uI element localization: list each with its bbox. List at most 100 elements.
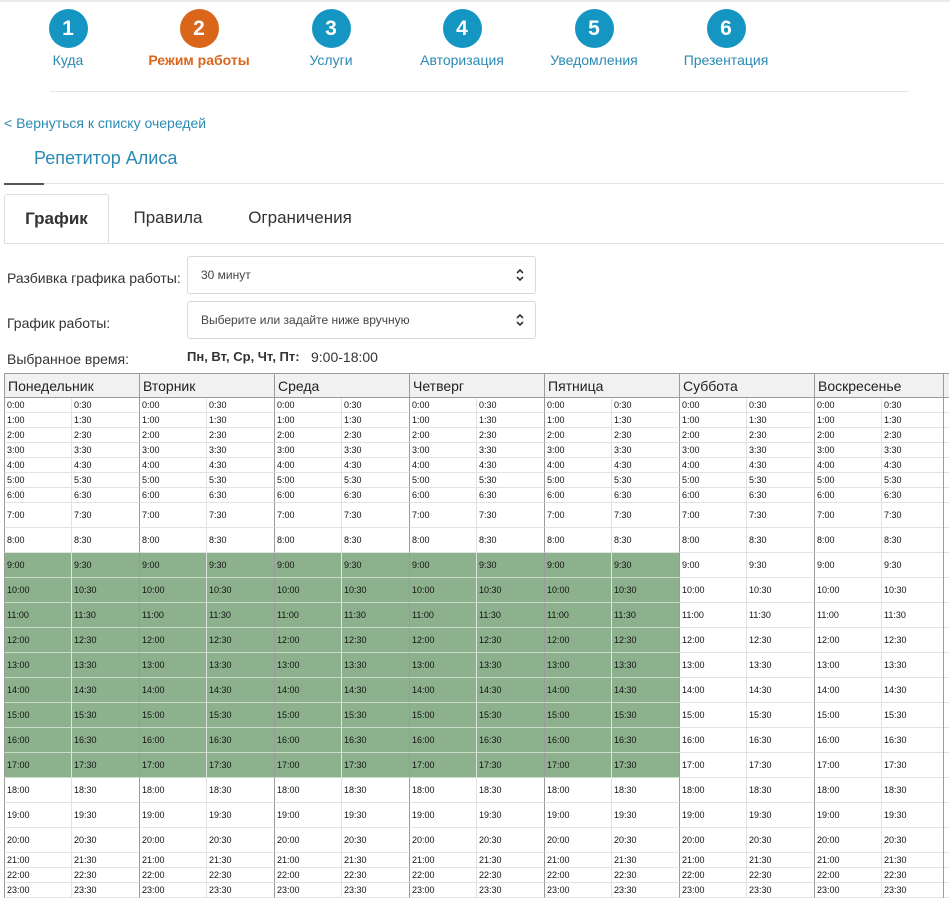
time-slot[interactable]: 3:00 (814, 443, 881, 458)
time-slot[interactable]: 14:00 (274, 678, 341, 703)
time-slot[interactable]: 8:30 (206, 528, 274, 553)
time-slot[interactable]: 4:00 (544, 458, 611, 473)
time-slot[interactable]: 12:30 (71, 628, 139, 653)
time-slot[interactable]: 2:00 (409, 428, 476, 443)
time-slot[interactable]: 23:30 (71, 883, 139, 898)
time-slot[interactable]: 13:00 (679, 653, 746, 678)
time-slot[interactable]: 2:00 (274, 428, 341, 443)
time-slot[interactable]: 1:00 (679, 413, 746, 428)
time-slot[interactable]: 23:30 (881, 883, 949, 898)
day-header[interactable]: Пятница (544, 373, 679, 398)
time-slot[interactable]: 8:00 (814, 528, 881, 553)
time-slot[interactable]: 1:00 (274, 413, 341, 428)
time-slot[interactable]: 21:30 (341, 853, 409, 868)
time-slot[interactable]: 1:00 (814, 413, 881, 428)
time-slot[interactable]: 3:30 (476, 443, 544, 458)
split-select[interactable]: 30 минут (187, 256, 536, 294)
time-slot[interactable]: 13:30 (476, 653, 544, 678)
time-slot[interactable]: 10:00 (4, 578, 71, 603)
time-slot[interactable]: 4:00 (814, 458, 881, 473)
tab-rules[interactable]: Правила (133, 208, 203, 227)
time-slot[interactable]: 12:00 (679, 628, 746, 653)
time-slot[interactable]: 3:00 (544, 443, 611, 458)
time-slot[interactable]: 13:00 (544, 653, 611, 678)
time-slot[interactable]: 22:30 (71, 868, 139, 883)
step-work-mode[interactable]: 2 Режим работы (139, 9, 259, 68)
time-slot[interactable]: 15:00 (139, 703, 206, 728)
time-slot[interactable]: 2:30 (746, 428, 814, 443)
time-slot[interactable]: 15:00 (4, 703, 71, 728)
time-slot[interactable]: 18:00 (4, 778, 71, 803)
time-slot[interactable]: 16:30 (71, 728, 139, 753)
time-slot[interactable]: 7:00 (409, 503, 476, 528)
time-slot[interactable]: 0:30 (206, 398, 274, 413)
time-slot[interactable]: 22:30 (206, 868, 274, 883)
time-slot[interactable]: 15:30 (611, 703, 679, 728)
tab-restrictions[interactable]: Ограничения (248, 208, 352, 227)
time-slot[interactable]: 23:00 (4, 883, 71, 898)
time-slot[interactable]: 16:00 (409, 728, 476, 753)
time-slot[interactable]: 2:00 (139, 428, 206, 443)
time-slot[interactable]: 16:30 (881, 728, 949, 753)
time-slot[interactable]: 10:30 (71, 578, 139, 603)
time-slot[interactable]: 2:30 (206, 428, 274, 443)
time-slot[interactable]: 9:00 (409, 553, 476, 578)
time-slot[interactable]: 15:30 (341, 703, 409, 728)
time-slot[interactable]: 6:00 (4, 488, 71, 503)
time-slot[interactable]: 6:00 (679, 488, 746, 503)
time-slot[interactable]: 8:30 (71, 528, 139, 553)
time-slot[interactable]: 11:30 (881, 603, 949, 628)
time-slot[interactable]: 15:30 (71, 703, 139, 728)
time-slot[interactable]: 15:30 (476, 703, 544, 728)
time-slot[interactable]: 6:00 (409, 488, 476, 503)
back-to-queues-link[interactable]: < Вернуться к списку очередей (4, 115, 207, 131)
step-notifications[interactable]: 5 Уведомления (534, 9, 654, 68)
time-slot[interactable]: 4:30 (341, 458, 409, 473)
step-authorization[interactable]: 4 Авторизация (402, 9, 522, 68)
time-slot[interactable]: 22:30 (341, 868, 409, 883)
time-slot[interactable]: 22:30 (611, 868, 679, 883)
time-slot[interactable]: 16:30 (341, 728, 409, 753)
time-slot[interactable]: 0:00 (679, 398, 746, 413)
time-slot[interactable]: 19:30 (476, 803, 544, 828)
time-slot[interactable]: 23:30 (746, 883, 814, 898)
step-services[interactable]: 3 Услуги (271, 9, 391, 68)
time-slot[interactable]: 5:30 (341, 473, 409, 488)
time-slot[interactable]: 18:30 (206, 778, 274, 803)
time-slot[interactable]: 22:00 (274, 868, 341, 883)
time-slot[interactable]: 14:30 (71, 678, 139, 703)
time-slot[interactable]: 22:00 (814, 868, 881, 883)
day-header[interactable]: Четверг (409, 373, 544, 398)
time-slot[interactable]: 18:00 (814, 778, 881, 803)
time-slot[interactable]: 21:00 (544, 853, 611, 868)
time-slot[interactable]: 21:30 (611, 853, 679, 868)
time-slot[interactable]: 10:00 (814, 578, 881, 603)
time-slot[interactable]: 8:30 (341, 528, 409, 553)
time-slot[interactable]: 16:30 (611, 728, 679, 753)
time-slot[interactable]: 10:30 (746, 578, 814, 603)
time-slot[interactable]: 9:00 (139, 553, 206, 578)
time-slot[interactable]: 17:00 (679, 753, 746, 778)
time-slot[interactable]: 12:30 (746, 628, 814, 653)
time-slot[interactable]: 20:30 (746, 828, 814, 853)
time-slot[interactable]: 19:00 (139, 803, 206, 828)
time-slot[interactable]: 9:30 (341, 553, 409, 578)
time-slot[interactable]: 4:00 (139, 458, 206, 473)
time-slot[interactable]: 21:00 (139, 853, 206, 868)
time-slot[interactable]: 5:00 (409, 473, 476, 488)
time-slot[interactable]: 17:30 (611, 753, 679, 778)
time-slot[interactable]: 4:00 (679, 458, 746, 473)
time-slot[interactable]: 9:00 (544, 553, 611, 578)
time-slot[interactable]: 14:00 (679, 678, 746, 703)
step-presentation[interactable]: 6 Презентация (666, 9, 786, 68)
time-slot[interactable]: 23:30 (341, 883, 409, 898)
time-slot[interactable]: 1:30 (206, 413, 274, 428)
time-slot[interactable]: 16:30 (746, 728, 814, 753)
time-slot[interactable]: 18:00 (409, 778, 476, 803)
time-slot[interactable]: 11:30 (476, 603, 544, 628)
time-slot[interactable]: 17:30 (476, 753, 544, 778)
time-slot[interactable]: 11:00 (544, 603, 611, 628)
time-slot[interactable]: 12:30 (611, 628, 679, 653)
step-where[interactable]: 1 Куда (8, 9, 128, 68)
time-slot[interactable]: 7:00 (4, 503, 71, 528)
